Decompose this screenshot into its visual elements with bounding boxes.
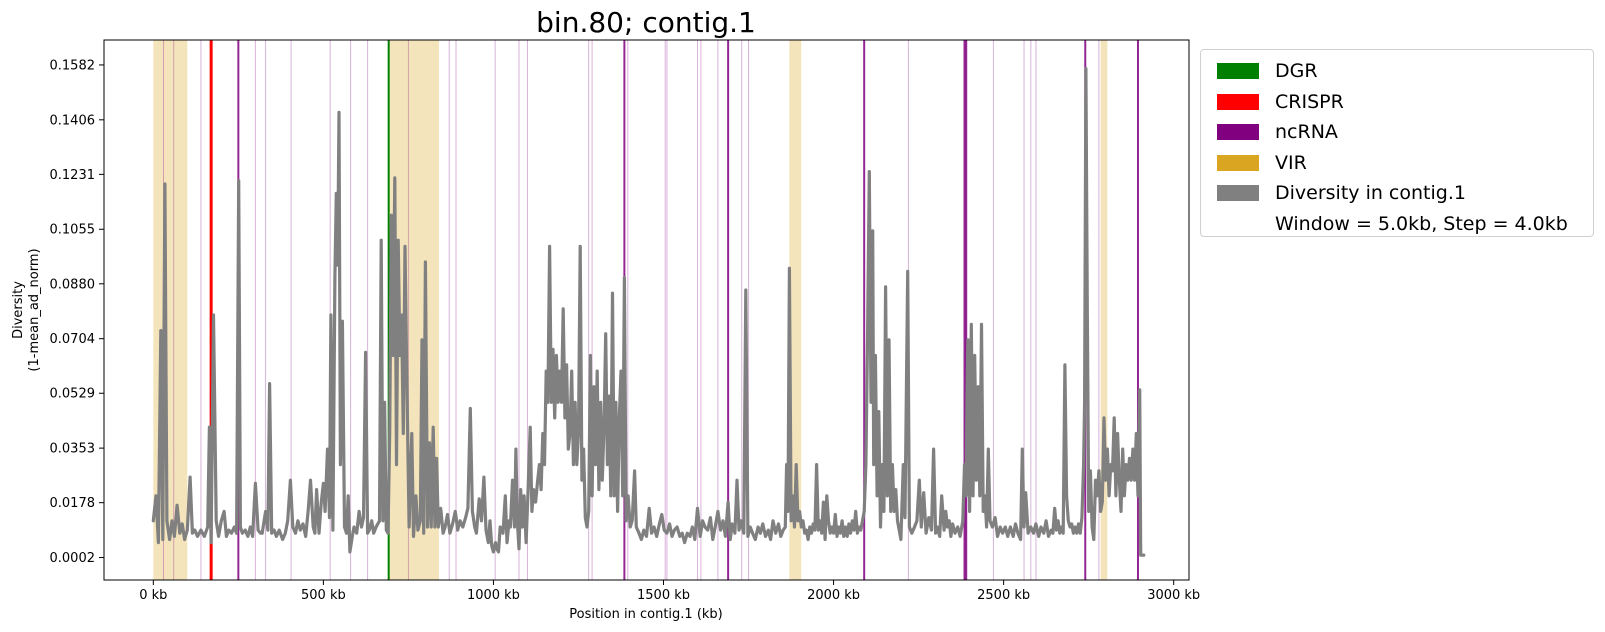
legend-label-vir: VIR — [1275, 151, 1307, 174]
y-tick-label: 0.0353 — [50, 442, 96, 457]
vir-region-3 — [1100, 40, 1108, 580]
y-tick-label: 0.0002 — [50, 551, 96, 566]
x-tick-label: 2000 kb — [807, 588, 860, 603]
x-tick-label: 1000 kb — [467, 588, 520, 603]
chart-title: bin.80; contig.1 — [536, 6, 756, 39]
legend-swatch-crispr — [1217, 93, 1259, 110]
y-tick-label: 0.1406 — [50, 113, 96, 128]
legend: DGR CRISPR ncRNA VIR Diversity in contig… — [1200, 49, 1594, 237]
legend-label-crispr: CRISPR — [1275, 90, 1344, 113]
y-tick-label: 0.0529 — [50, 387, 96, 402]
series-layer — [151, 67, 1146, 557]
legend-item-vir: VIR — [1209, 148, 1585, 179]
legend-label-dgr: DGR — [1275, 60, 1318, 83]
legend-swatch-dgr — [1217, 63, 1259, 80]
x-axis: 0 kb 500 kb 1000 kb 1500 kb 2000 kb 2500 kb 30… — [139, 580, 1200, 603]
x-tick-label: 500 kb — [301, 588, 346, 603]
legend-swatch-vir — [1217, 154, 1259, 171]
y-tick-label: 0.1055 — [50, 223, 96, 238]
legend-label-window-step: Window = 5.0kb, Step = 4.0kb — [1275, 212, 1568, 235]
legend-item-window-step: Window = 5.0kb, Step = 4.0kb — [1209, 209, 1585, 240]
plot-frame — [103, 39, 1190, 581]
legend-swatch-window-step — [1217, 216, 1259, 232]
y-tick-label: 0.0704 — [50, 332, 96, 347]
y-tick-label: 0.0880 — [50, 277, 96, 292]
y-tick-label: 0.1582 — [50, 58, 96, 73]
legend-item-ncrna: ncRNA — [1209, 117, 1585, 148]
vir-region-2 — [789, 40, 802, 580]
diversity-series-line — [151, 67, 1146, 557]
y-tick-label: 0.1231 — [50, 168, 96, 183]
x-tick-label: 1500 kb — [637, 588, 690, 603]
legend-item-dgr: DGR — [1209, 56, 1585, 87]
legend-item-diversity: Diversity in contig.1 — [1209, 178, 1585, 209]
legend-label-ncrna: ncRNA — [1275, 121, 1338, 144]
y-axis-label-line-2: (1-mean_ad_norm) — [27, 248, 42, 371]
x-tick-label: 2500 kb — [977, 588, 1030, 603]
x-tick-label: 3000 kb — [1147, 588, 1200, 603]
legend-item-crispr: CRISPR — [1209, 87, 1585, 118]
y-axis: 0.0002 0.0178 0.0353 0.0529 0.0704 0.0880 0.10… — [50, 58, 104, 566]
x-tick-label: 0 kb — [139, 588, 167, 603]
y-axis-label-line-1: Diversity — [11, 281, 26, 339]
legend-label-diversity: Diversity in contig.1 — [1275, 182, 1466, 205]
legend-swatch-ncrna — [1217, 124, 1259, 141]
legend-swatch-diversity — [1217, 185, 1259, 202]
y-tick-label: 0.0178 — [50, 496, 96, 511]
y-axis-label: Diversity (1-mean_ad_norm) — [11, 248, 42, 371]
x-axis-label: Position in contig.1 (kb) — [569, 607, 723, 622]
